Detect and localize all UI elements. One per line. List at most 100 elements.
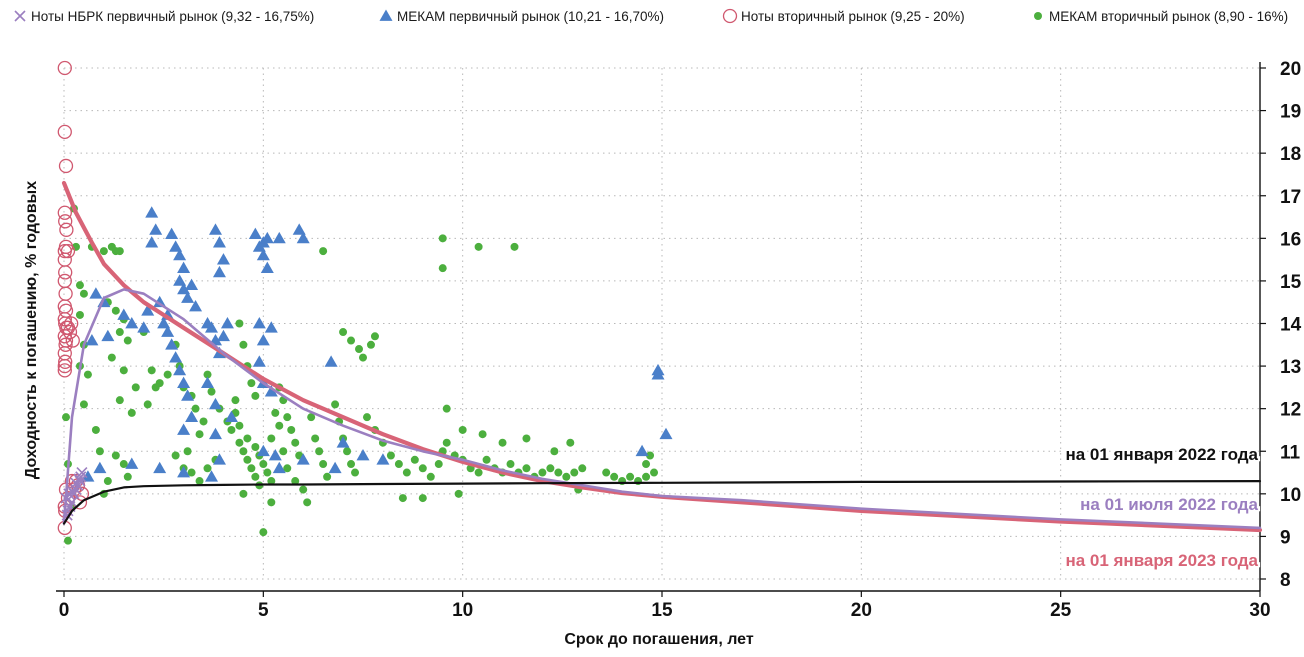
data-point [64,316,79,331]
data-point [454,489,463,498]
data-point [256,248,270,261]
data-point [263,468,272,477]
data-point [115,247,124,256]
data-point [58,337,73,352]
data-point [177,282,191,295]
data-point [506,460,515,469]
y-tick-label: 10 [1280,485,1301,506]
data-point [57,299,72,314]
curve-line [61,180,1263,533]
data-point [101,329,115,342]
data-point [127,408,136,417]
data-point [151,383,160,392]
data-point [268,449,282,461]
y-tick-label: 8 [1280,570,1291,591]
data-point [183,447,192,456]
data-point [578,464,587,473]
data-point [125,317,139,329]
data-point [546,464,555,473]
series-triangle [81,206,673,482]
data-point [474,468,483,477]
data-point [169,240,183,252]
data-point [442,438,451,447]
data-point [195,430,204,439]
data-point [458,425,467,434]
data-point [264,385,278,397]
data-point [60,243,76,259]
data-point [173,248,187,261]
data-point [111,306,120,315]
data-point [324,355,338,367]
legend-label: Ноты НБРК первичный рынок (9,32 - 16,75%… [31,9,314,24]
data-point [602,468,611,477]
data-point [296,453,310,465]
y-axis-label: Доходность к погашению, % годовых [23,181,40,479]
data-point [550,447,559,456]
data-point [307,413,316,422]
data-point [79,400,88,409]
data-point [57,124,72,140]
data-point [177,376,191,388]
data-point [181,389,195,401]
data-point [137,321,151,333]
y-tick-label: 14 [1280,315,1302,336]
y-tick-label: 12 [1280,400,1301,421]
data-point [58,354,73,369]
data-point [650,468,659,477]
data-point [554,468,563,477]
legend-marker [14,10,26,22]
x-tick-label: 10 [452,600,473,621]
data-point [171,451,180,460]
data-point [177,261,191,274]
data-point [207,387,216,396]
data-point [145,206,159,218]
data-point [331,400,340,409]
data-point [570,468,579,477]
data-point [311,434,320,443]
data-point [275,421,284,430]
data-point [410,455,419,464]
data-point [153,295,167,308]
data-point [235,319,244,328]
data-point [362,413,371,422]
curve-label: на 01 июля 2022 года [1080,495,1258,514]
data-point [212,236,226,248]
data-point [239,340,248,349]
data-point [271,408,280,417]
data-point [299,485,308,494]
data-point [119,460,128,469]
data-point [247,379,256,388]
data-point [157,317,171,329]
legend-item: МЕКАМ первичный рынок (10,21 - 16,70%) [379,9,664,24]
data-point [566,438,575,447]
data-point [195,477,204,486]
legend-marker [722,8,738,24]
data-point [185,278,199,291]
data-point [319,460,328,469]
data-point [251,472,260,481]
data-point [58,214,73,229]
data-point [376,453,390,465]
data-point [99,247,108,256]
data-point [272,461,286,474]
data-point [76,466,88,479]
x-tick-label: 20 [851,600,872,621]
y-tick-label: 16 [1280,229,1301,250]
data-point [260,261,274,274]
legend-marker [379,9,393,21]
x-tick-label: 30 [1249,600,1270,621]
data-point [259,460,268,469]
data-point [212,265,226,278]
data-point [267,498,276,507]
data-point [252,317,266,329]
y-tick-label: 17 [1280,187,1301,208]
data-point [303,498,312,507]
data-point [328,461,342,474]
data-point [58,286,73,301]
data-point [256,334,270,346]
data-point [185,410,199,423]
data-point [402,468,411,477]
data-point [227,425,236,434]
data-point [319,247,328,256]
